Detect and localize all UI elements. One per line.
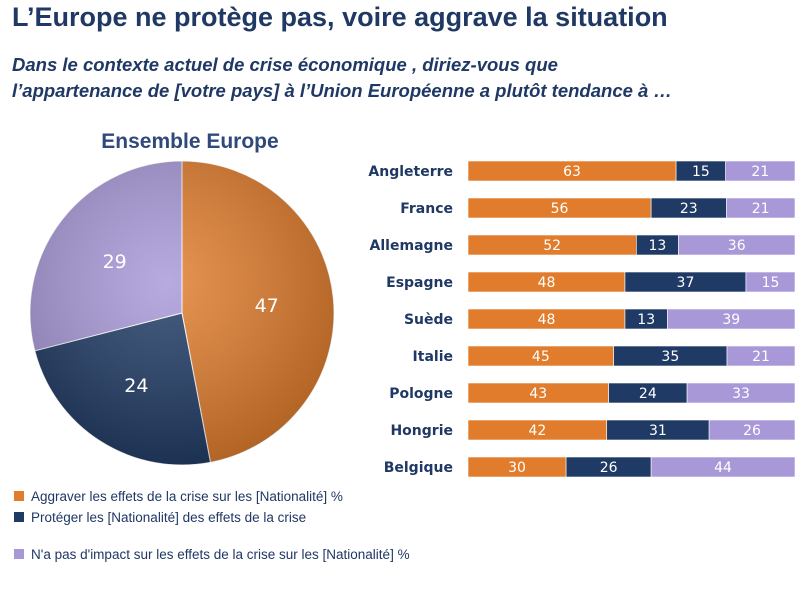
bar-category-label: Pologne: [389, 386, 453, 402]
bar-value-label-proteger: 31: [649, 423, 667, 439]
bar-segment-pas_impact: [678, 234, 796, 256]
bar-segment-pas_impact: [745, 271, 796, 293]
bar-category-label: Belgique: [384, 460, 453, 476]
bar-category-label: Suède: [404, 312, 453, 328]
bar-value-label-aggraver: 48: [538, 275, 556, 291]
chart-subtitle: Dans le contexte actuel de crise économi…: [12, 52, 802, 104]
bar-value-label-proteger: 15: [692, 164, 710, 180]
legend-item-aggraver: Aggraver les effets de la crise sur les …: [14, 486, 434, 507]
bar-category-label: Italie: [413, 349, 453, 365]
bar-value-label-aggraver: 63: [563, 164, 581, 180]
bar-segment-pas_impact: [650, 456, 796, 478]
bar-value-label-pas_impact: 21: [752, 349, 770, 365]
bar-value-label-pas_impact: 21: [752, 201, 770, 217]
subtitle-line-2: l’appartenance de [votre pays] à l’Union…: [12, 80, 672, 101]
pie-label-aggraver: 47: [255, 295, 279, 317]
bar-segment-pas_impact: [726, 197, 796, 219]
page-title: L’Europe ne protège pas, voire aggrave l…: [12, 2, 668, 32]
stacked-bar-chart: Angleterre 63 15 21 France 56 23 21 Allemagne 52 1…: [368, 160, 796, 478]
legend-label-proteger: Protéger les [Nationalité] des effets de…: [31, 510, 307, 525]
bar-category-label: Angleterre: [368, 164, 453, 180]
legend: Aggraver les effets de la crise sur les …: [14, 486, 434, 565]
bar-value-label-aggraver: 45: [532, 349, 550, 365]
bar-segment-pas_impact: [686, 382, 796, 404]
bar-value-label-pas_impact: 39: [722, 312, 740, 328]
bar-value-label-pas_impact: 26: [743, 423, 761, 439]
bar-value-label-proteger: 13: [637, 312, 655, 328]
bar-category-label: Allemagne: [370, 238, 453, 254]
bar-value-label-proteger: 35: [661, 349, 679, 365]
bar-value-label-pas_impact: 33: [732, 386, 750, 402]
bar-segment-pas_impact: [667, 308, 796, 330]
legend-label-aggraver: Aggraver les effets de la crise sur les …: [31, 489, 343, 504]
bar-value-label-proteger: 37: [677, 275, 695, 291]
bar-segment-pas_impact: [725, 160, 796, 182]
bar-value-label-aggraver: 56: [551, 201, 569, 217]
bar-value-label-aggraver: 30: [508, 460, 526, 476]
legend-swatch-aggraver: [14, 491, 24, 501]
legend-swatch-proteger: [14, 512, 24, 522]
legend-item-proteger: Protéger les [Nationalité] des effets de…: [14, 507, 434, 528]
legend-label-pas-impact: N'a pas d'impact sur les effets de la cr…: [31, 547, 410, 562]
pie-chart-title: Ensemble Europe: [101, 130, 279, 153]
bar-value-label-pas_impact: 15: [762, 275, 780, 291]
bar-value-label-aggraver: 48: [538, 312, 556, 328]
bar-value-label-proteger: 13: [648, 238, 666, 254]
bar-value-label-aggraver: 52: [543, 238, 561, 254]
bar-category-label: France: [400, 201, 453, 217]
subtitle-line-1: Dans le contexte actuel de crise économi…: [12, 54, 558, 75]
bar-value-label-proteger: 24: [639, 386, 657, 402]
bar-value-label-aggraver: 43: [529, 386, 547, 402]
bar-value-label-proteger: 23: [680, 201, 698, 217]
bar-value-label-pas_impact: 36: [728, 238, 746, 254]
bar-value-label-pas_impact: 21: [751, 164, 769, 180]
bar-value-label-pas_impact: 44: [714, 460, 732, 476]
bar-value-label-aggraver: 42: [528, 423, 546, 439]
bar-segment-pas_impact: [708, 419, 796, 441]
legend-swatch-pas-impact: [14, 549, 24, 559]
pie-chart: 47 24 29: [29, 160, 335, 466]
pie-label-pas_impact: 29: [103, 251, 127, 273]
bar-value-label-proteger: 26: [600, 460, 618, 476]
bar-segment-pas_impact: [726, 345, 796, 367]
pie-shading: [30, 161, 334, 465]
legend-item-pas-impact: N'a pas d'impact sur les effets de la cr…: [14, 544, 434, 565]
pie-label-proteger: 24: [124, 375, 148, 397]
bar-category-label: Hongrie: [390, 423, 453, 439]
bar-category-label: Espagne: [386, 275, 453, 291]
